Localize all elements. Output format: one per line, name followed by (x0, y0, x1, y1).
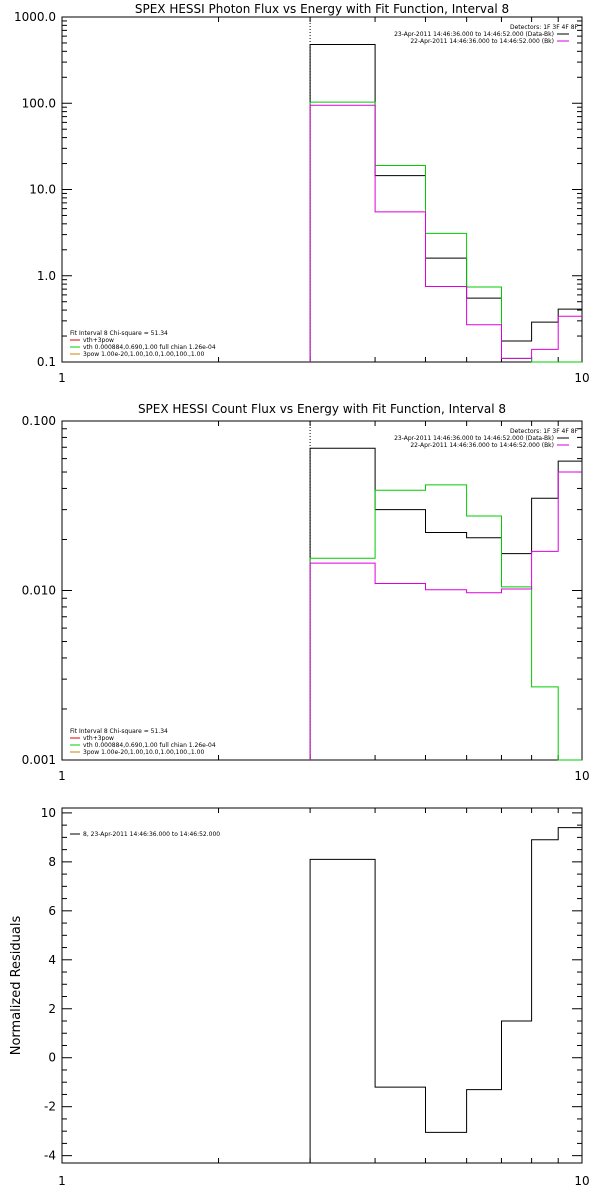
y-tick-label: -4 (44, 1149, 56, 1163)
y-tick-label: 100.0 (22, 96, 56, 110)
plot-frame (61, 16, 583, 363)
series-line-0 (309, 827, 582, 1163)
legend-entry-label: vth+3pow (83, 337, 114, 344)
y-tick-label: 0 (48, 1051, 56, 1065)
series-line-0 (309, 44, 582, 362)
y-axis-label: Normalized Residuals (9, 916, 24, 1056)
y-tick-label: 2 (48, 1002, 56, 1016)
series-line-0 (309, 447, 582, 760)
y-tick-label: 0.100 (22, 414, 56, 428)
y-tick-label: 1000.0 (14, 10, 56, 24)
y-tick-label: 4 (48, 953, 56, 967)
legend-entry-label: 23-Apr-2011 14:46:36.000 to 14:46:52.000… (394, 435, 554, 442)
chart-title: SPEX HESSI Count Flux vs Energy with Fit… (138, 402, 506, 416)
count-flux-panel: SPEX HESSI Count Flux vs Energy with Fit… (22, 402, 590, 783)
plot-frame (61, 807, 583, 1164)
y-tick-label: 0.1 (37, 355, 56, 369)
y-tick-label: 8 (48, 855, 56, 869)
legend-entry-label: 22-Apr-2011 14:46:36.000 to 14:46:52.000… (410, 442, 554, 449)
legend-header: Detectors: 1F 3F 4F 8F (510, 428, 579, 435)
legend-entry-label: 23-Apr-2011 14:46:36.000 to 14:46:52.000… (394, 31, 554, 38)
legend-entry-label: vth 0.000884,0.690,1.00 full chian 1.26e… (83, 742, 216, 749)
y-tick-label: 0.001 (22, 753, 56, 767)
y-tick-label: 6 (48, 904, 56, 918)
legend-entry-label: vth 0.000884,0.690,1.00 full chian 1.26e… (83, 344, 216, 351)
legend-entry-label: 3pow 1.00e-20,1.00,10.0,1.00,100.,1.00 (83, 351, 204, 358)
series-line-1 (309, 101, 582, 363)
residuals-panel: Normalized Residuals -4 -2 0 2 4 6 8 10 1 10 8, 23-… (9, 806, 590, 1188)
x-tick-label: 1 (58, 1174, 66, 1188)
fit-legend-header: Fit Interval 8 Chi-square = 51.34 (70, 330, 168, 337)
x-tick-label: 10 (574, 371, 589, 385)
series-line-2 (309, 471, 582, 760)
legend-entry-label: 3pow 1.00e-20,1.00,10.0,1.00,100.,1.00 (83, 749, 204, 756)
y-tick-label: 0.010 (22, 584, 56, 598)
x-tick-label: 1 (58, 371, 66, 385)
series-line-1 (309, 484, 582, 761)
legend-entry-label: 8, 23-Apr-2011 14:46:36.000 to 14:46:52.… (83, 831, 220, 838)
legend-entry-label: 22-Apr-2011 14:46:36.000 to 14:46:52.000… (410, 38, 554, 45)
y-tick-label: -2 (44, 1100, 56, 1114)
y-tick-label: 10 (41, 806, 56, 820)
y-tick-label: 1.0 (37, 269, 56, 283)
fit-legend-header: Fit Interval 8 Chi-square = 51.34 (70, 728, 168, 735)
chart-title: SPEX HESSI Photon Flux vs Energy with Fi… (135, 2, 509, 16)
series-line-2 (309, 104, 582, 362)
legend-entry-label: vth+3pow (83, 735, 114, 742)
y-tick-label: 10.0 (29, 183, 56, 197)
photon-flux-panel: SPEX HESSI Photon Flux vs Energy with Fi… (14, 2, 590, 385)
x-tick-label: 10 (574, 1174, 589, 1188)
legend-header: Detectors: 1F 3F 4F 8F (510, 24, 579, 31)
plot-frame (61, 420, 583, 761)
x-tick-label: 1 (58, 769, 66, 783)
x-tick-label: 10 (574, 769, 589, 783)
